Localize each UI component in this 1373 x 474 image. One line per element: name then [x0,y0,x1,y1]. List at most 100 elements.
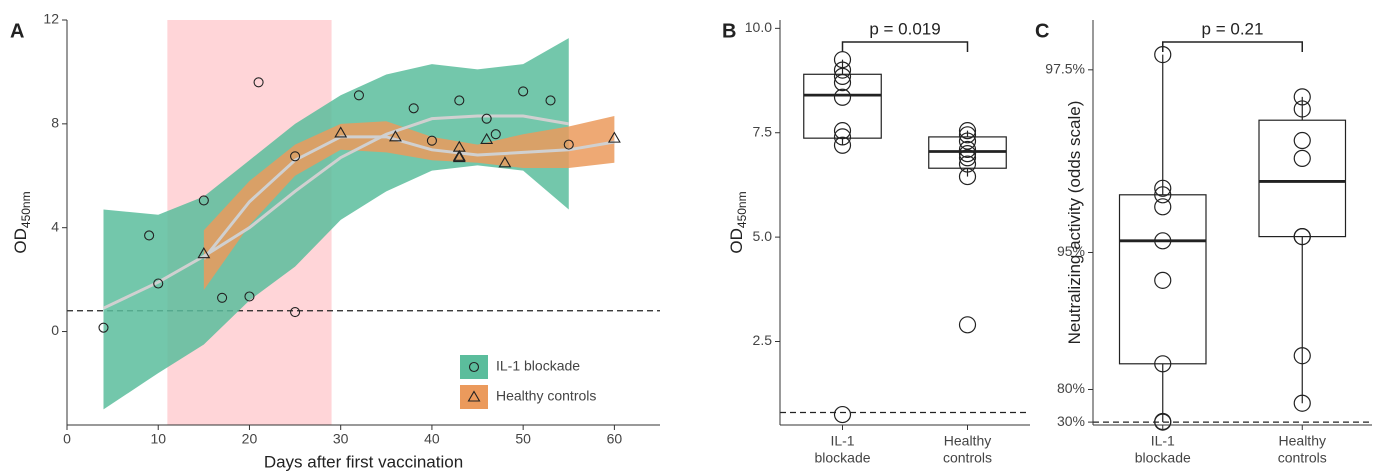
x-tick-label: blockade [1135,450,1191,466]
significance-bracket [841,41,969,52]
y-axis-title: OD450nm [11,191,33,253]
confidence-band [203,116,615,290]
point [217,292,228,303]
point [1293,131,1311,150]
y-tick-label: 8 [51,115,59,131]
point [452,149,466,161]
y-axis-title-main: Neutralizing activity (odds scale) [1065,101,1084,345]
x-axis-title: Days after first vaccination [264,452,463,471]
point [1154,179,1172,197]
y-axis-title-main: OD [727,228,746,254]
point [958,145,977,163]
point [833,405,852,424]
y-tick-label: 2.5 [753,332,773,348]
y-tick-label: 97.5% [1045,61,1085,77]
point [481,113,492,124]
point [958,167,977,186]
fit-line [102,114,570,310]
point [1293,100,1311,118]
box [1258,119,1347,238]
x-tick-label: 40 [424,431,440,447]
x-tick-label: blockade [814,450,870,466]
point [607,131,621,143]
point [1154,198,1172,216]
legend-key [460,385,488,409]
point [454,95,465,106]
x-tick-label: 0 [63,431,71,447]
point [290,151,301,162]
point [958,140,977,159]
x-tick-label: 20 [242,431,258,447]
x-tick-label: IL-1 [1151,433,1175,449]
point [467,390,481,402]
y-tick-label: 10.0 [745,19,772,35]
point [244,291,255,302]
point [833,122,852,140]
point [545,95,556,106]
point [1154,355,1172,373]
point [958,155,977,173]
point [833,67,852,85]
point [408,103,419,114]
y-axis-title: Neutralizing activity (odds scale) [1065,101,1084,345]
legend-label: IL-1 blockade [496,358,580,374]
fit-line [202,135,615,260]
y-tick-label: 5.0 [753,228,773,244]
point [468,361,480,373]
y-tick-label: 4 [51,218,59,234]
point [498,156,512,168]
point [290,307,301,318]
point [1154,271,1172,289]
point [958,132,977,150]
y-axis-title-sub: 450nm [735,191,749,228]
point [563,139,574,150]
point [1293,149,1311,167]
point [334,126,348,138]
point [1293,394,1311,412]
y-tick-label: 0 [51,322,59,338]
y-tick-label: 7.5 [753,123,773,139]
p-value: p = 0.019 [869,19,940,38]
point [388,130,402,142]
y-axis-title-main: OD [11,228,30,254]
x-tick-label: IL-1 [830,433,854,449]
point [1154,413,1172,431]
point [1293,347,1311,365]
point [480,132,494,144]
point [833,74,852,92]
point [153,278,164,289]
point [833,61,852,79]
box [1118,194,1207,365]
y-tick-label: 12 [43,11,59,27]
point [353,90,364,101]
point [1154,186,1172,204]
point [958,126,977,144]
point [197,247,211,259]
point [198,195,209,206]
point [144,230,155,241]
x-tick-label: controls [1278,450,1327,466]
panel-letter: B [722,20,736,42]
x-tick-label: 60 [607,431,623,447]
point [490,129,501,140]
point [98,322,109,333]
point [426,135,437,146]
y-axis-title: OD450nm [727,191,749,253]
x-tick-label: 10 [150,431,166,447]
point [833,88,852,106]
legend-key [460,355,488,379]
y-axis-title-sub: 450nm [19,191,33,228]
x-tick-label: Healthy [1279,433,1326,449]
point [1293,88,1311,106]
x-tick-label: controls [943,450,992,466]
panel-letter: A [10,20,24,42]
point [1293,227,1311,246]
point [452,150,466,163]
x-tick-label: 30 [333,431,349,447]
p-value: p = 0.21 [1202,19,1264,38]
point [958,316,977,334]
point [1154,232,1172,250]
point [518,86,529,97]
